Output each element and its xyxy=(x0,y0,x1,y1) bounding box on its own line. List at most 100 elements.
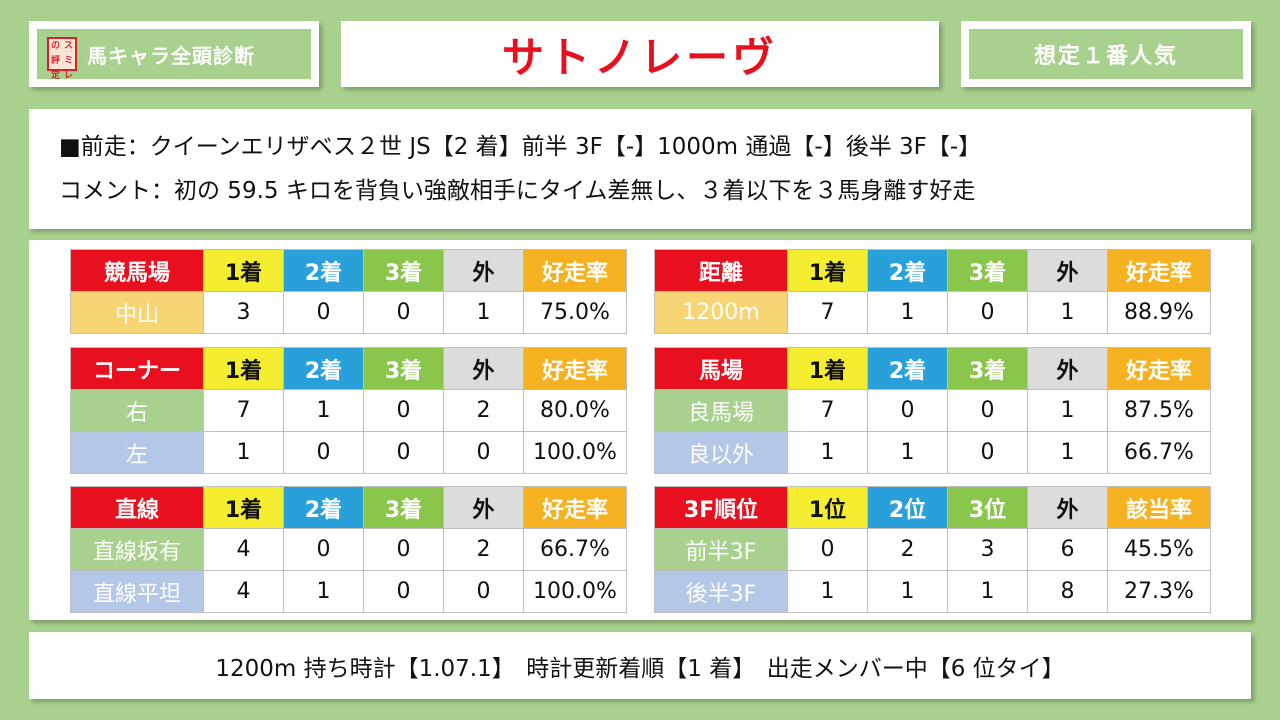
section-title: 馬キャラ全頭診断 xyxy=(87,43,255,68)
cell-rate: 66.7% xyxy=(523,528,627,571)
header-cell-first: 1着 xyxy=(203,486,284,529)
table-row: 後半3F 1 1 1 8 27.3% xyxy=(654,570,1211,613)
header-cell-other: 外 xyxy=(443,249,524,292)
cell-third: 3 xyxy=(947,528,1028,571)
cell-rate: 87.5% xyxy=(1107,389,1211,432)
info-panel: ■前走：クイーンエリザベス２世 JS【2 着】前半 3F【-】1000m 通過【… xyxy=(29,109,1251,229)
cell-third: 0 xyxy=(363,431,444,474)
header-cell-other: 外 xyxy=(443,347,524,390)
last-race-line: ■前走：クイーンエリザベス２世 JS【2 着】前半 3F【-】1000m 通過【… xyxy=(59,134,982,160)
cell-second: 2 xyxy=(867,528,948,571)
logo-char: ミ xyxy=(63,56,73,66)
row-label: 中山 xyxy=(70,291,204,334)
cell-first: 4 xyxy=(203,570,284,613)
cell-third: 0 xyxy=(947,389,1028,432)
cell-second: 1 xyxy=(867,570,948,613)
table-header-row: 馬場 1着 2着 3着 外 好走率 xyxy=(654,347,1211,390)
cell-other: 6 xyxy=(1027,528,1108,571)
header-cell-rate: 好走率 xyxy=(1107,249,1211,292)
header-cell-other: 外 xyxy=(1027,249,1108,292)
popularity-label: 想定１番人気 xyxy=(1033,44,1178,69)
cell-other: 1 xyxy=(443,291,524,334)
header-cell-category: コーナー xyxy=(70,347,204,390)
table-row: 良以外 1 1 0 1 66.7% xyxy=(654,431,1211,474)
header-cell-first: 1着 xyxy=(787,347,868,390)
header-cell-rate: 好走率 xyxy=(523,486,627,529)
header-cell-first: 1着 xyxy=(203,347,284,390)
header-cell-rate: 該当率 xyxy=(1107,486,1211,529)
footer-panel: 1200m 持ち時計【1.07.1】 時計更新着順【1 着】 出走メンバー中【6… xyxy=(29,632,1251,699)
logo-char: レ xyxy=(63,71,73,81)
horse-name-panel: サトノレーヴ xyxy=(341,21,939,87)
row-label: 直線平坦 xyxy=(70,570,204,613)
cell-second: 1 xyxy=(867,291,948,334)
row-label: 右 xyxy=(70,389,204,432)
cell-second: 1 xyxy=(283,570,364,613)
row-label: 1200m xyxy=(654,291,788,334)
cell-other: 1 xyxy=(1027,291,1108,334)
header-cell-first: 1位 xyxy=(787,486,868,529)
table-row: 中山 3 0 0 1 75.0% xyxy=(70,291,627,334)
header-cell-second: 2着 xyxy=(867,249,948,292)
cell-first: 1 xyxy=(203,431,284,474)
cell-third: 0 xyxy=(947,291,1028,334)
header-cell-rate: 好走率 xyxy=(523,249,627,292)
header-cell-first: 1着 xyxy=(203,249,284,292)
header-cell-rate: 好走率 xyxy=(1107,347,1211,390)
cell-rate: 66.7% xyxy=(1107,431,1211,474)
cell-other: 0 xyxy=(443,431,524,474)
stats-panel: 競馬場 1着 2着 3着 外 好走率 中山 3 0 0 1 75.0% 距離 1… xyxy=(29,240,1251,620)
header-cell-category: 直線 xyxy=(70,486,204,529)
header-cell-second: 2着 xyxy=(283,347,364,390)
row-label: 後半3F xyxy=(654,570,788,613)
section-title-box: の ス 評 ミ 定 レ 馬キャラ全頭診断 xyxy=(37,29,311,81)
header-cell-category: 3F順位 xyxy=(654,486,788,529)
popularity-box: 想定１番人気 xyxy=(969,29,1243,79)
cell-rate: 45.5% xyxy=(1107,528,1211,571)
header-cell-third: 3着 xyxy=(363,486,444,529)
cell-first: 7 xyxy=(787,291,868,334)
header-cell-other: 外 xyxy=(1027,347,1108,390)
table-header-row: 距離 1着 2着 3着 外 好走率 xyxy=(654,249,1211,292)
cell-second: 0 xyxy=(867,389,948,432)
table-row: 右 7 1 0 2 80.0% xyxy=(70,389,627,432)
cell-second: 1 xyxy=(867,431,948,474)
row-label: 直線坂有 xyxy=(70,528,204,571)
cell-rate: 27.3% xyxy=(1107,570,1211,613)
cell-other: 1 xyxy=(1027,431,1108,474)
table-header-row: 競馬場 1着 2着 3着 外 好走率 xyxy=(70,249,627,292)
table-row: 1200m 7 1 0 1 88.9% xyxy=(654,291,1211,334)
row-label: 左 xyxy=(70,431,204,474)
header-cell-third: 3着 xyxy=(947,249,1028,292)
cell-first: 4 xyxy=(203,528,284,571)
header-cell-category: 馬場 xyxy=(654,347,788,390)
header-cell-second: 2着 xyxy=(867,347,948,390)
table-header-row: 直線 1着 2着 3着 外 好走率 xyxy=(70,486,627,529)
cell-rate: 88.9% xyxy=(1107,291,1211,334)
cell-other: 0 xyxy=(443,570,524,613)
cell-first: 7 xyxy=(787,389,868,432)
cell-second: 0 xyxy=(283,528,364,571)
cell-third: 0 xyxy=(363,389,444,432)
header-cell-category: 距離 xyxy=(654,249,788,292)
header-cell-other: 外 xyxy=(443,486,524,529)
cell-rate: 75.0% xyxy=(523,291,627,334)
header-cell-other: 外 xyxy=(1027,486,1108,529)
cell-other: 8 xyxy=(1027,570,1108,613)
cell-first: 1 xyxy=(787,431,868,474)
course-table: 競馬場 1着 2着 3着 外 好走率 中山 3 0 0 1 75.0% xyxy=(70,249,627,334)
table-row: 直線平坦 4 1 0 0 100.0% xyxy=(70,570,627,613)
logo-char: 定 xyxy=(50,71,60,81)
cell-other: 2 xyxy=(443,528,524,571)
cell-third: 0 xyxy=(947,431,1028,474)
table-row: 前半3F 0 2 3 6 45.5% xyxy=(654,528,1211,571)
table-row: 直線坂有 4 0 0 2 66.7% xyxy=(70,528,627,571)
cell-second: 1 xyxy=(283,389,364,432)
cell-other: 1 xyxy=(1027,389,1108,432)
header-cell-second: 2位 xyxy=(867,486,948,529)
header-cell-second: 2着 xyxy=(283,249,364,292)
header-cell-third: 3着 xyxy=(947,347,1028,390)
header-cell-third: 3着 xyxy=(363,347,444,390)
logo: の ス 評 ミ 定 レ xyxy=(47,37,77,81)
horse-name: サトノレーヴ xyxy=(501,32,778,82)
